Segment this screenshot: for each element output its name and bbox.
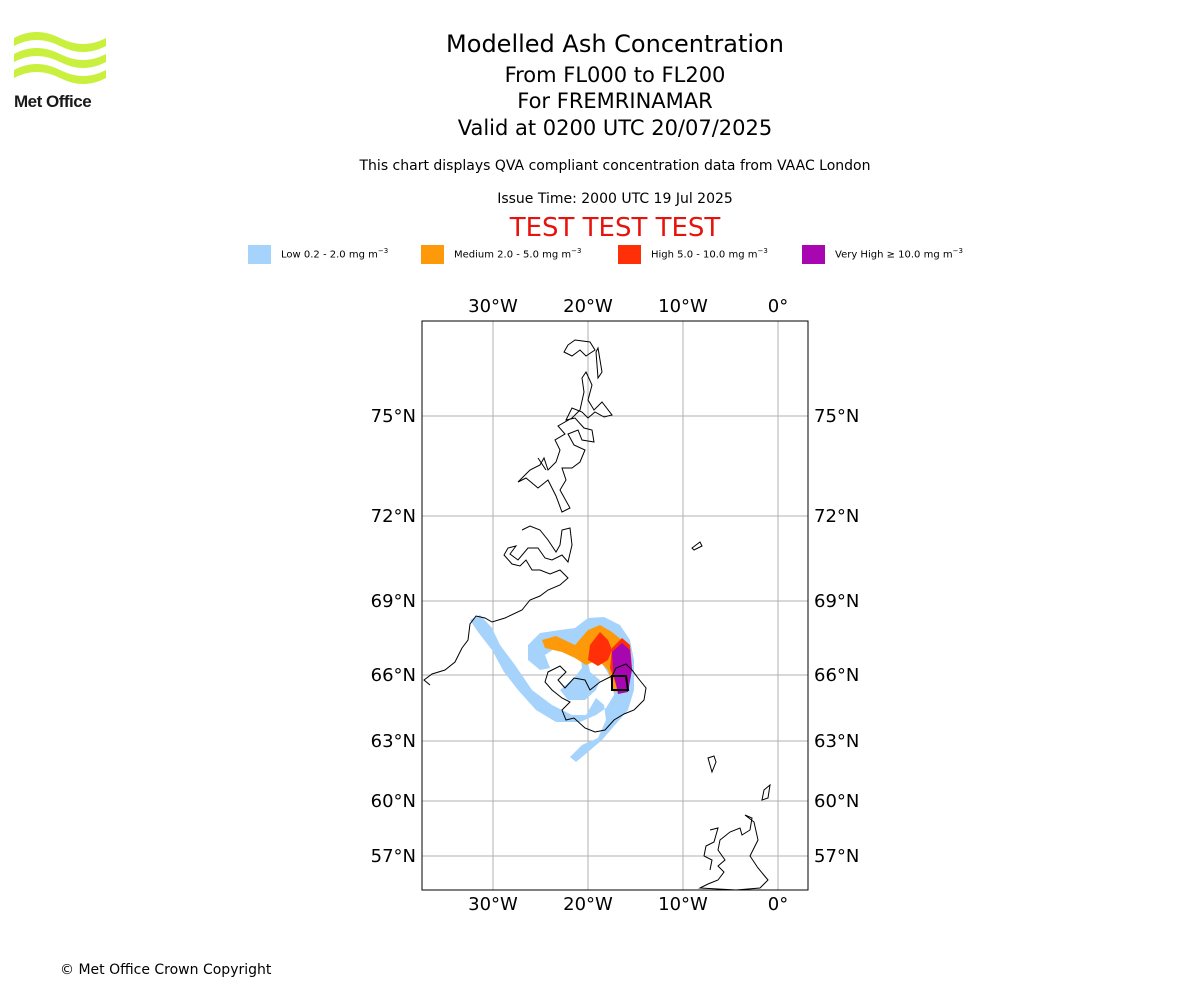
- lon-label: 30°W: [468, 296, 518, 317]
- legend-item-very-high: Very High ≥ 10.0 mg m−3: [802, 244, 963, 264]
- lat-label: 69°N: [371, 591, 416, 612]
- map-frame: [421, 320, 809, 891]
- legend-label-low: Low 0.2 - 2.0 mg m−3: [281, 247, 389, 261]
- legend-item-medium: Medium 2.0 - 5.0 mg m−3: [421, 244, 581, 264]
- coastlines: [423, 339, 771, 890]
- legend-item-low: Low 0.2 - 2.0 mg m−3: [248, 244, 388, 264]
- legend-swatch-low: [248, 244, 271, 264]
- lon-label: 0°: [768, 296, 788, 317]
- lon-label: 30°W: [468, 894, 518, 915]
- lon-label: 20°W: [563, 894, 613, 915]
- lat-label: 57°N: [371, 846, 416, 867]
- lat-label: 72°N: [814, 506, 859, 527]
- volcano-name: For FREMRINAMAR: [517, 89, 713, 113]
- lat-label: 57°N: [814, 846, 859, 867]
- copyright-footer: © Met Office Crown Copyright: [60, 962, 272, 978]
- lat-label: 75°N: [814, 406, 859, 427]
- lat-label: 72°N: [371, 506, 416, 527]
- lat-label: 66°N: [814, 665, 859, 686]
- lon-labels-bottom: 30°W 20°W 10°W 0°: [468, 894, 788, 915]
- legend-swatch-very-high: [802, 244, 825, 264]
- lat-labels-right: 75°N 72°N 69°N 66°N 63°N 60°N 57°N: [814, 406, 859, 867]
- legend-swatch-high: [618, 244, 641, 264]
- lat-label: 60°N: [814, 791, 859, 812]
- legend: Low 0.2 - 2.0 mg m−3 Medium 2.0 - 5.0 mg…: [0, 244, 1200, 264]
- legend-label-very-high: Very High ≥ 10.0 mg m−3: [835, 247, 963, 261]
- flight-level-range: From FL000 to FL200: [504, 63, 726, 87]
- met-office-logo: Met Office: [14, 30, 114, 112]
- lat-label: 66°N: [371, 665, 416, 686]
- logo-text: Met Office: [14, 92, 92, 111]
- legend-label-high: High 5.0 - 10.0 mg m−3: [651, 247, 768, 261]
- lon-label: 10°W: [658, 296, 708, 317]
- chart-title: Modelled Ash Concentration: [446, 30, 784, 58]
- lat-label: 69°N: [814, 591, 859, 612]
- legend-item-high: High 5.0 - 10.0 mg m−3: [618, 244, 768, 264]
- issue-time: Issue Time: 2000 UTC 19 Jul 2025: [497, 191, 733, 207]
- map-gridlines: [422, 321, 808, 890]
- lat-label: 60°N: [371, 791, 416, 812]
- lat-labels-left: 75°N 72°N 69°N 66°N 63°N 60°N 57°N: [371, 406, 416, 867]
- legend-label-medium: Medium 2.0 - 5.0 mg m−3: [454, 247, 582, 261]
- legend-swatch-medium: [421, 244, 444, 264]
- test-banner: TEST TEST TEST: [509, 213, 721, 243]
- lon-label: 20°W: [563, 296, 613, 317]
- lon-labels-top: 30°W 20°W 10°W 0°: [468, 296, 788, 317]
- lon-label: 0°: [768, 894, 788, 915]
- lat-label: 63°N: [814, 731, 859, 752]
- met-office-wave-icon: [14, 32, 106, 84]
- lat-label: 63°N: [371, 731, 416, 752]
- info-text: This chart displays QVA compliant concen…: [359, 158, 871, 174]
- valid-time: Valid at 0200 UTC 20/07/2025: [457, 116, 773, 140]
- lat-label: 75°N: [371, 406, 416, 427]
- lon-label: 10°W: [658, 894, 708, 915]
